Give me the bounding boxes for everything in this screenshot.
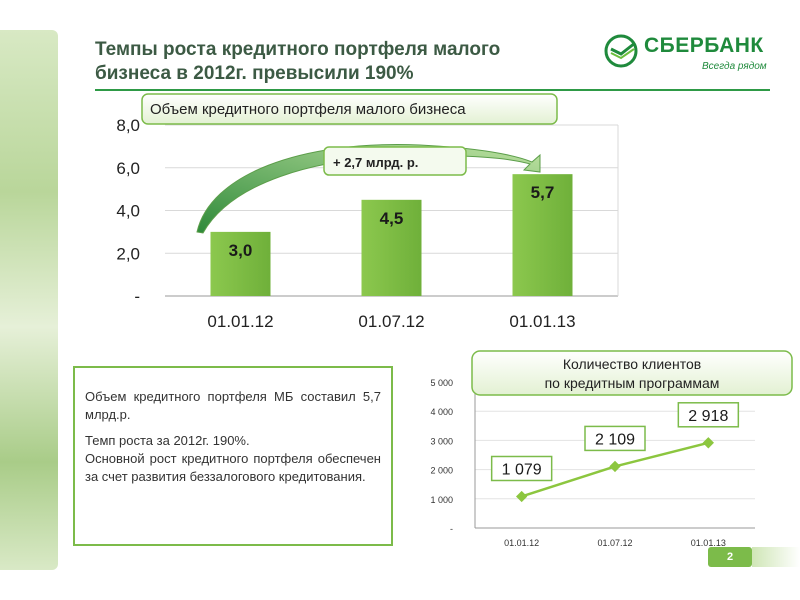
line-y-tick-label: 1 000 [430, 495, 453, 505]
bar-value-label: 4,5 [380, 209, 404, 228]
growth-annotation: + 2,7 млрд. р. [333, 155, 418, 170]
line-point [609, 460, 621, 473]
line-y-tick-label: 4 000 [430, 407, 453, 417]
bar-chart-title-box [141, 93, 558, 125]
bar-y-tick-label: 4,0 [116, 202, 140, 221]
line-chart-title-line-2: по кредитным программам [545, 375, 720, 391]
summary-paragraph-2-line-2: Основной рост кредитного портфеля обеспе… [85, 451, 381, 484]
title-line-1: Темпы роста кредитного портфеля малого [95, 39, 501, 60]
line-value-box [677, 402, 740, 428]
bar-y-tick-label: 8,0 [116, 116, 140, 135]
title-divider [95, 89, 770, 91]
line-point [702, 437, 714, 449]
bar-x-tick-label: 01.07.12 [358, 312, 424, 331]
summary-paragraph-2-line-1: Темп роста за 2012г. 190%. [85, 433, 250, 448]
line-chart-title-box [471, 350, 793, 396]
line-value-label: 2 918 [688, 408, 728, 425]
summary-paragraph-1: Объем кредитного портфеля МБ составил 5,… [85, 389, 381, 422]
bar [210, 231, 271, 296]
bar-x-tick-label: 01.01.13 [509, 312, 575, 331]
sberbank-logo: СБЕРБАНК Всегда рядом [604, 30, 774, 76]
line-y-tick-label: 3 000 [430, 436, 453, 446]
decorative-leaf-background [0, 30, 58, 570]
line-x-tick-label: 01.01.12 [504, 538, 539, 548]
growth-arrow [196, 144, 541, 234]
line-y-tick-label: 2 000 [430, 466, 453, 476]
bar-chart-title: Объем кредитного портфеля малого бизнеса [150, 101, 466, 118]
page-number-fade [752, 547, 800, 567]
bar-y-tick-label: - [134, 287, 140, 306]
line-y-tick-label: 5 000 [430, 378, 453, 388]
line-y-tick-label: - [450, 524, 453, 534]
bar [512, 174, 573, 296]
logo-icon [604, 34, 638, 68]
line-value-box [584, 425, 646, 452]
page-number: 2 [708, 547, 752, 567]
bar-y-tick-label: 6,0 [116, 159, 140, 178]
bar-y-tick-label: 2,0 [116, 244, 140, 263]
bar-x-tick-label: 01.01.12 [207, 312, 273, 331]
line-value-label: 1 079 [502, 461, 542, 478]
summary-textbox: Объем кредитного портфеля МБ составил 5,… [73, 366, 393, 546]
line-value-box [490, 455, 553, 482]
bar-value-label: 3,0 [229, 241, 253, 260]
logo-name: СБЕРБАНК [644, 34, 764, 57]
line-chart-title-line-1: Количество клиентов [563, 356, 701, 372]
line-x-tick-label: 01.07.12 [597, 538, 632, 548]
line-point [516, 490, 528, 503]
title-line-2: бизнеса в 2012г. превысили 190% [95, 63, 414, 84]
logo-tagline: Всегда рядом [702, 61, 767, 72]
growth-annotation-box [323, 146, 467, 176]
bar-value-label: 5,7 [531, 183, 555, 202]
page-title: Темпы роста кредитного портфеля малого б… [95, 38, 575, 86]
bar [361, 199, 422, 296]
line-value-label: 2 109 [595, 431, 635, 448]
line-x-tick-label: 01.01.13 [691, 538, 726, 548]
